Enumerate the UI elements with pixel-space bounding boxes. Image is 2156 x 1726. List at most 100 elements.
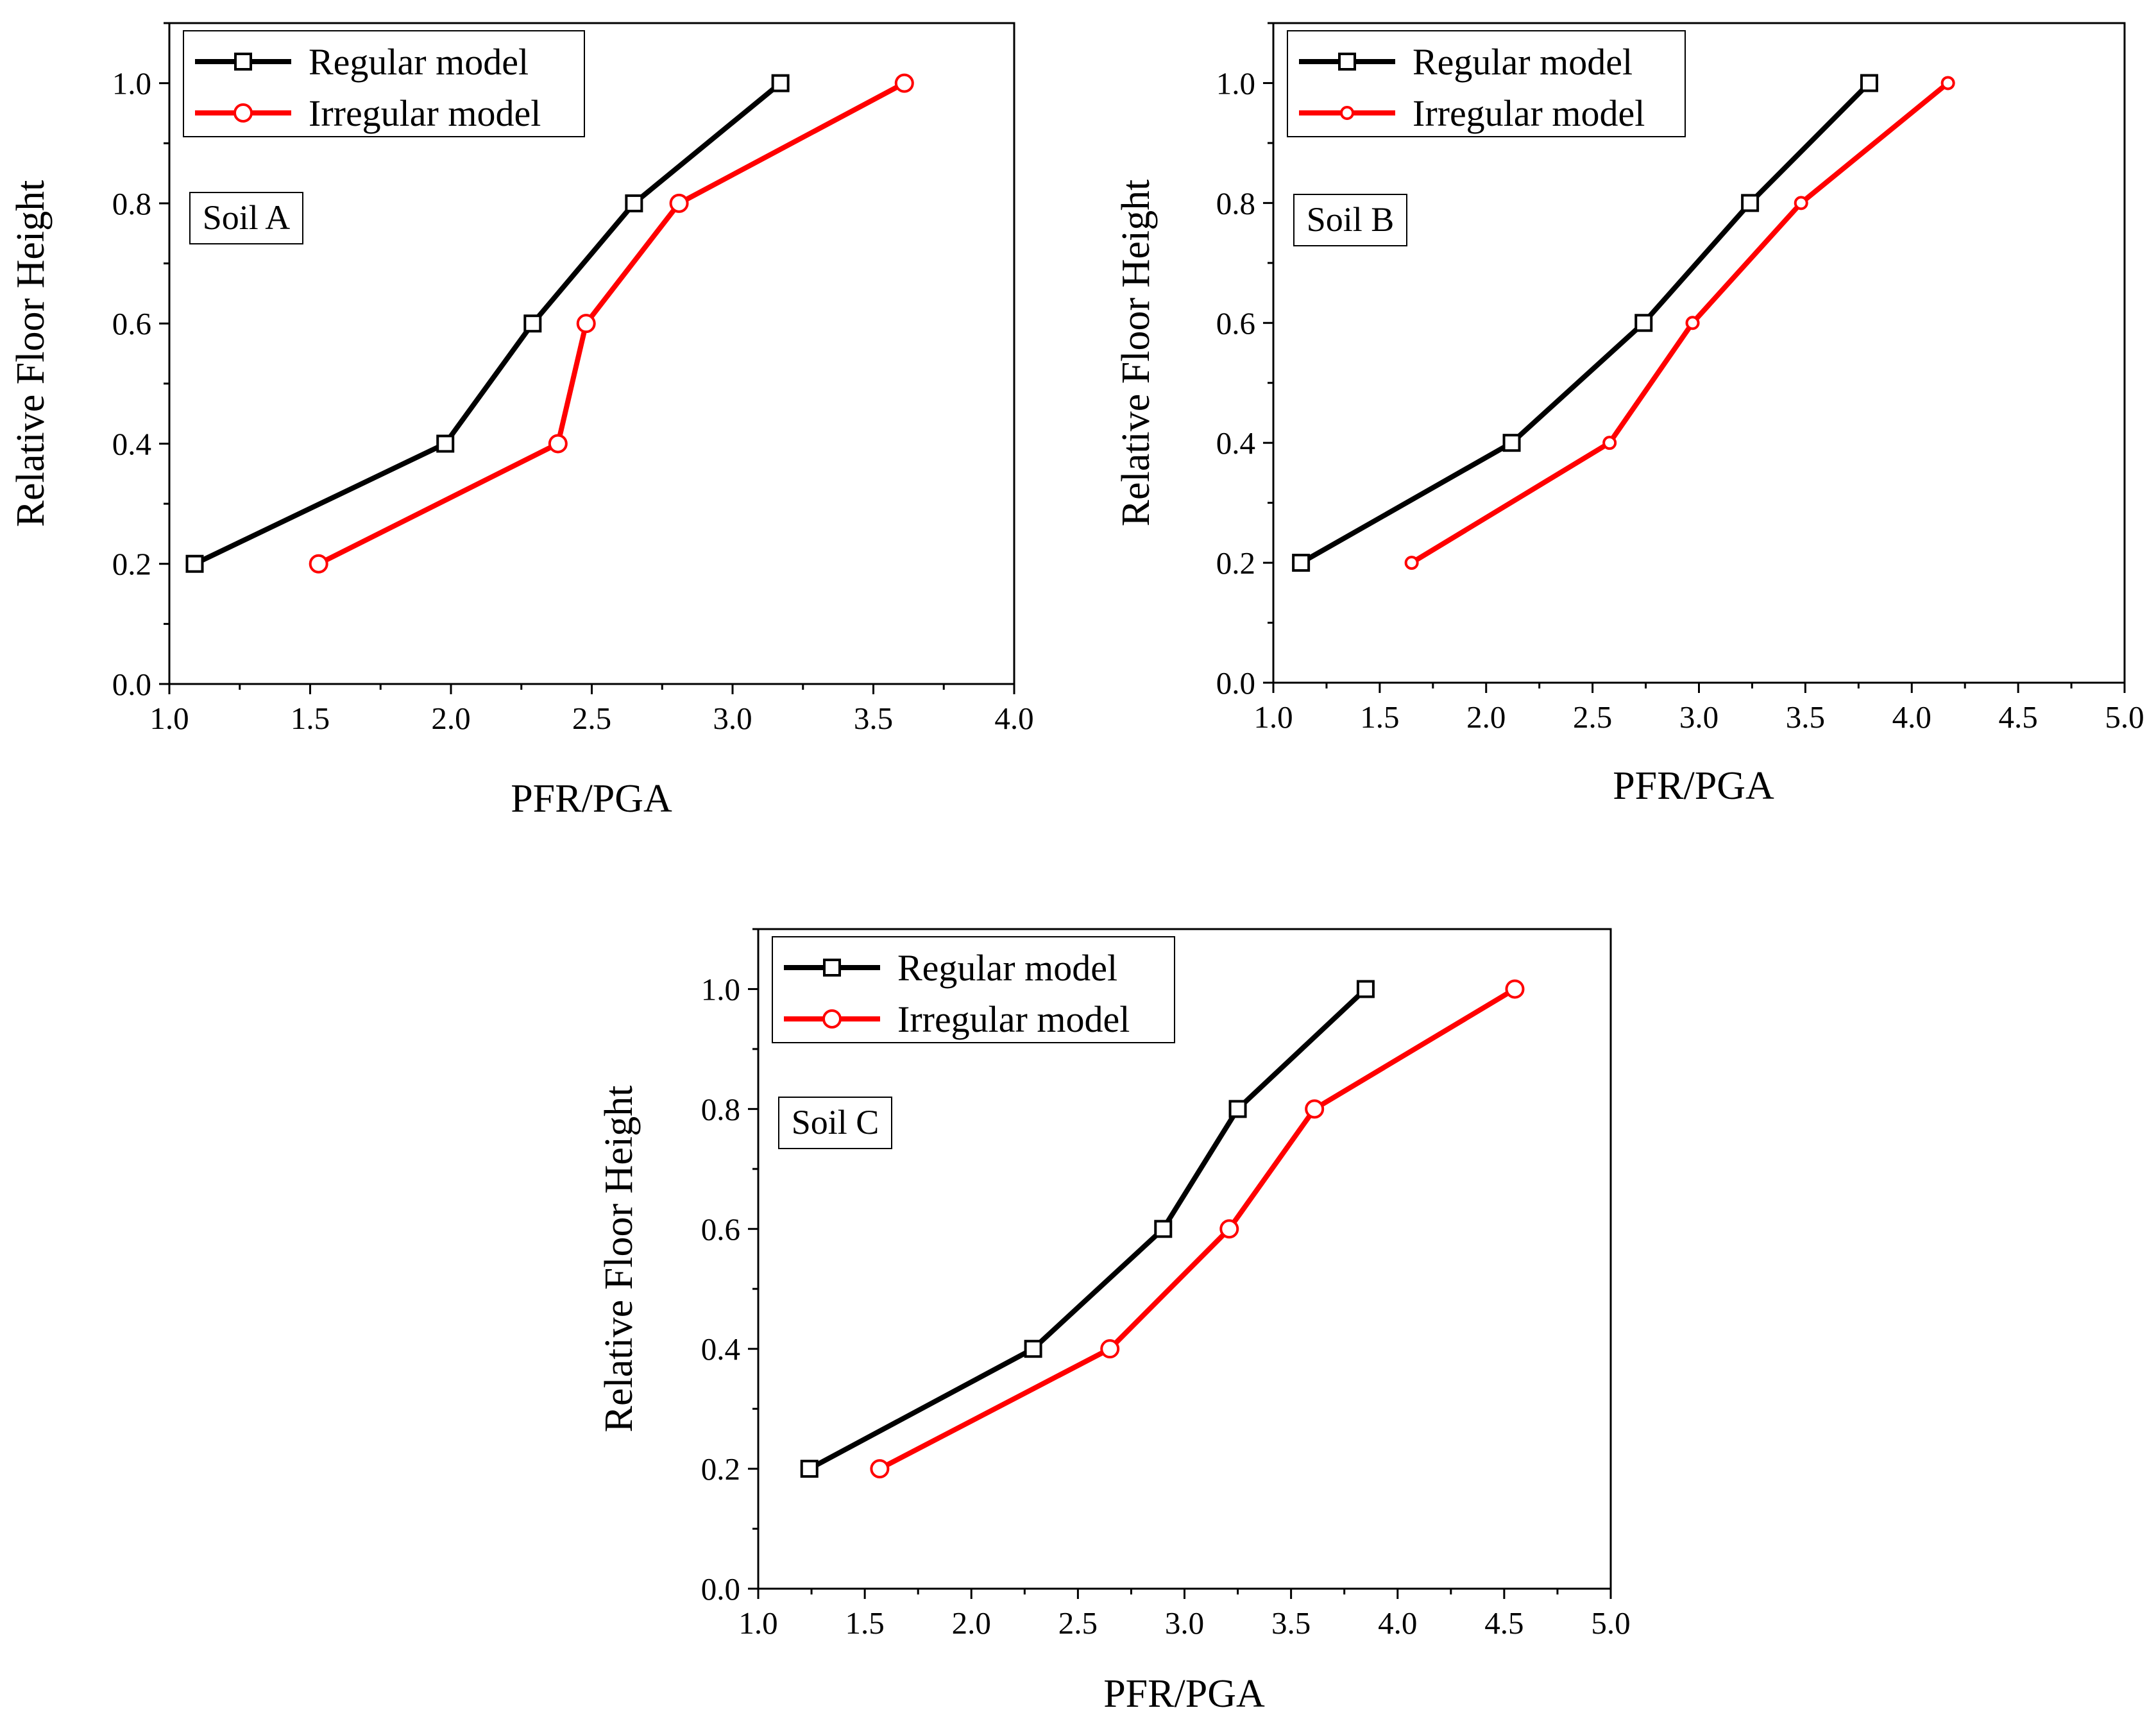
soil-annotation: Soil A [189,192,303,244]
legend-marker [822,1009,842,1029]
data-point [1940,76,1955,90]
x-tick-label: 5.0 [2105,699,2144,735]
x-tick-label: 1.5 [291,701,330,736]
legend-marker [1338,53,1356,71]
data-point [1356,980,1375,998]
legend-marker [1340,106,1354,120]
y-tick-label: 0.6 [701,1211,740,1247]
legend-label: Regular model [897,947,1117,989]
y-tick-label: 1.0 [701,971,740,1007]
chart-panel-2: 1.0 1.5 2.0 2.5 3.0 3.5 4.0 4.5 5.0 0.0 0.2 0.4 0.6 0… [1114,22,2144,808]
data-point [548,434,568,454]
data-point [1100,1339,1120,1359]
y-tick-label: 0.0 [112,667,151,702]
annotation-label: Soil A [203,198,291,237]
data-point [1794,196,1808,210]
x-tick-label: 2.0 [952,1605,991,1641]
soil-annotation: Soil B [1293,194,1407,246]
data-point [1505,979,1525,999]
data-point [1292,554,1311,572]
annotation-box [778,1097,892,1149]
data-point [576,314,596,334]
legend: Regular model Irregular model [772,936,1175,1043]
y-axis-title: Relative Floor Height [9,180,53,527]
x-tick-label: 3.5 [854,701,893,736]
series-line [1300,81,1871,565]
data-point [1154,1220,1173,1238]
annotation-label: Soil B [1307,200,1395,239]
chart-panel-3: 1.0 1.5 2.0 2.5 3.0 3.5 4.0 4.5 5.0 0.0 0.2 0.4 0.6 0… [597,928,1631,1716]
legend-marker [234,53,252,71]
x-tick-label: 1.0 [738,1605,777,1641]
legend-label: Irregular model [897,998,1130,1040]
x-tick-label: 3.0 [713,701,752,736]
y-tick-label: 0.0 [1216,665,1255,701]
x-tick-label: 4.0 [994,701,1033,736]
series-regular [800,980,1375,1478]
data-point [1024,1340,1042,1358]
x-axis-title: PFR/PGA [1103,1672,1265,1716]
y-tick-label: 1.0 [1216,65,1255,101]
data-point [1741,194,1760,212]
x-tick-label: 3.5 [1271,1605,1311,1641]
x-tick-label: 3.5 [1786,699,1825,735]
data-point [523,314,542,333]
x-tick-label: 1.0 [1253,699,1293,735]
legend-marker [823,959,841,977]
y-tick-label: 0.8 [701,1091,740,1127]
data-point [1502,434,1521,452]
data-point [1634,314,1653,332]
annotation-box [189,192,303,244]
x-axis-title: PFR/PGA [511,777,672,821]
y-tick-label: 0.8 [112,186,151,221]
x-tick-label: 2.5 [1058,1605,1098,1641]
data-point [309,554,328,574]
legend-label: Irregular model [1413,92,1645,134]
x-tick-label: 2.5 [1573,699,1612,735]
data-point [669,193,689,213]
legend: Regular model Irregular model [183,30,585,137]
x-axis-title: PFR/PGA [1613,764,1774,808]
series-regular [1292,74,1878,572]
y-axis-title: Relative Floor Height [1114,180,1158,527]
x-tick-label: 4.5 [1999,699,2038,735]
x-tick-label: 4.5 [1484,1605,1524,1641]
data-point [1404,556,1419,570]
x-tick-label: 2.5 [572,701,611,736]
y-tick-label: 0.4 [112,426,151,461]
annotation-label: Soil C [792,1103,879,1141]
y-tick-label: 0.4 [701,1331,740,1367]
data-point [185,554,204,573]
y-tick-label: 0.6 [112,306,151,341]
legend-label: Regular model [309,41,529,83]
legend-box [1287,30,1686,137]
series-line [193,81,783,567]
series-line [878,987,1516,1471]
x-tick-label: 1.5 [1360,699,1399,735]
y-tick-label: 0.2 [112,547,151,582]
series-line [1410,81,1950,565]
series-line [808,987,1368,1471]
data-point [1685,316,1700,330]
annotation-box [1293,194,1407,246]
data-point [800,1460,819,1478]
data-point [436,434,455,453]
y-tick-label: 0.4 [1216,425,1255,461]
data-point [1305,1099,1325,1119]
series-regular [185,74,790,573]
x-tick-label: 1.5 [845,1605,885,1641]
data-point [1219,1219,1239,1239]
y-tick-label: 0.8 [1216,185,1255,221]
data-point [1602,436,1617,450]
series-irregular [1404,76,1955,570]
legend-marker [233,103,253,123]
y-tick-label: 0.2 [1216,545,1255,581]
data-point [1860,74,1878,92]
y-tick-label: 0.2 [701,1451,740,1487]
legend: Regular model Irregular model [1287,30,1686,137]
chart-panel-1: 1.0 1.5 2.0 2.5 3.0 3.5 4.0 0.0 0.2 0.4 0.6 0.8 1.0 P… [9,22,1034,821]
x-tick-label: 5.0 [1591,1605,1630,1641]
data-point [771,74,790,92]
legend-label: Regular model [1413,41,1633,83]
